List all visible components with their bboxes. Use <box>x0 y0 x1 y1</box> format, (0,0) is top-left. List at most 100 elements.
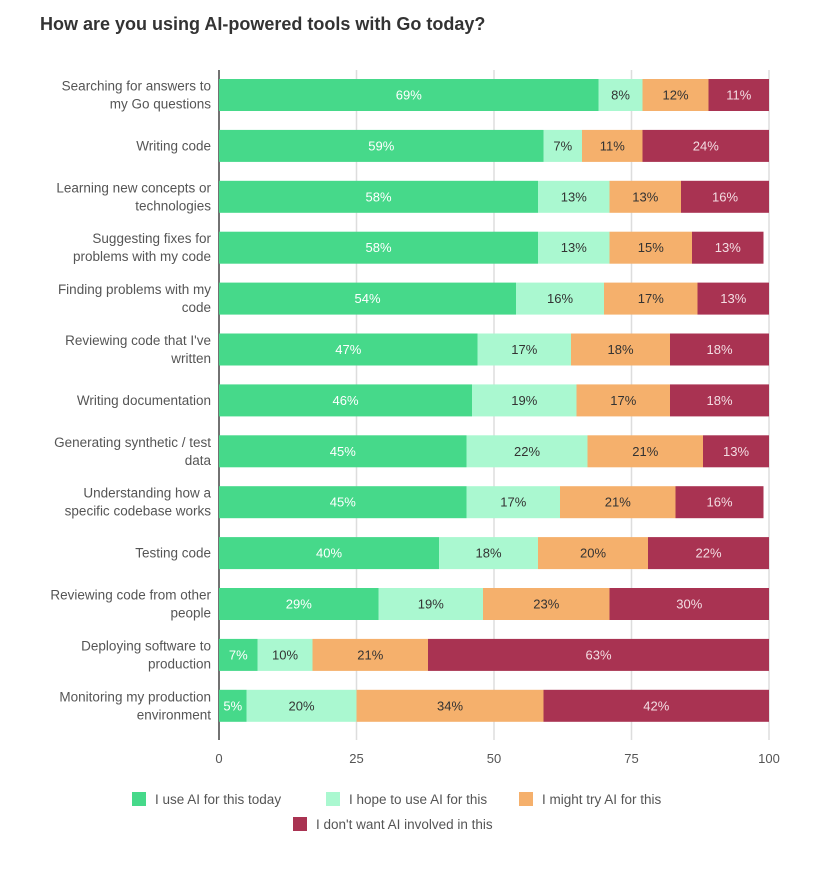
data-label: 7% <box>553 138 572 153</box>
bar-segment <box>543 129 582 162</box>
data-label: 45% <box>330 444 356 459</box>
data-label: 47% <box>335 342 361 357</box>
bar-segment <box>219 537 439 570</box>
bar-segment <box>692 231 764 264</box>
data-label: 13% <box>561 189 587 204</box>
data-label: 40% <box>316 546 342 561</box>
bar-segment <box>246 689 357 722</box>
data-label: 22% <box>514 444 540 459</box>
legend-label: I don't want AI involved in this <box>316 817 493 832</box>
data-label: 13% <box>632 189 658 204</box>
data-label: 59% <box>368 138 394 153</box>
bar-segment <box>439 537 538 570</box>
data-label: 29% <box>286 597 312 612</box>
data-label: 69% <box>396 88 422 103</box>
bar-segment <box>312 638 428 671</box>
data-label: 8% <box>611 88 630 103</box>
bar-segment <box>356 689 544 722</box>
data-label: 21% <box>605 495 631 510</box>
bar-segment <box>483 588 610 620</box>
data-label: 7% <box>229 647 248 662</box>
data-label: 54% <box>354 291 380 306</box>
category-label: Learning new concepts or <box>56 180 211 195</box>
bar-segment <box>609 588 769 620</box>
data-label: 19% <box>418 597 444 612</box>
bar-segment <box>587 435 703 468</box>
legend-swatch <box>326 792 340 806</box>
category-label: written <box>170 351 211 366</box>
bar-segment <box>642 79 709 111</box>
data-label: 11% <box>600 138 625 153</box>
bar-segment <box>582 129 643 162</box>
data-label: 13% <box>715 240 741 255</box>
legend-swatch <box>519 792 533 806</box>
data-label: 16% <box>712 189 738 204</box>
category-label: data <box>185 453 212 468</box>
legend-label: I hope to use AI for this <box>349 792 487 807</box>
bar-segment <box>708 79 769 111</box>
bar-segment <box>219 333 478 366</box>
x-tick-label: 100 <box>758 751 780 766</box>
bar-segment <box>219 231 538 264</box>
data-label: 10% <box>272 647 298 662</box>
bar-segment <box>219 384 472 417</box>
bar-segment <box>543 689 769 722</box>
bar-segment <box>538 180 610 213</box>
category-label: specific codebase works <box>65 504 212 519</box>
bar-segment <box>219 588 379 620</box>
bar-segment <box>670 384 769 417</box>
bar-segment <box>219 486 467 519</box>
bar-segment <box>604 282 698 315</box>
data-label: 11% <box>726 88 751 103</box>
bar-segment <box>576 384 670 417</box>
bar-segment <box>681 180 769 213</box>
category-label: problems with my code <box>73 249 211 264</box>
data-label: 30% <box>676 597 702 612</box>
bar-segment <box>257 638 313 671</box>
legend-label: I use AI for this today <box>155 792 281 807</box>
bar-segment <box>378 588 483 620</box>
bar-segment <box>609 231 692 264</box>
bar-segment <box>466 435 588 468</box>
bar-segment <box>472 384 577 417</box>
data-label: 34% <box>437 698 463 713</box>
data-label: 58% <box>365 240 391 255</box>
bar-segment <box>598 79 643 111</box>
category-label: Reviewing code from other <box>50 588 211 603</box>
category-label: Finding problems with my <box>58 282 211 297</box>
data-label: 5% <box>223 698 242 713</box>
category-label: code <box>182 300 211 315</box>
data-label: 12% <box>662 88 688 103</box>
bar-segment <box>516 282 604 315</box>
bar-segment <box>560 486 676 519</box>
data-label: 23% <box>533 597 559 612</box>
data-label: 16% <box>706 495 732 510</box>
bar-segment <box>609 180 681 213</box>
data-label: 45% <box>330 495 356 510</box>
data-label: 17% <box>511 342 537 357</box>
category-label: environment <box>137 707 212 722</box>
data-label: 20% <box>580 546 606 561</box>
data-label: 20% <box>288 698 314 713</box>
bar-segment <box>219 129 544 162</box>
x-tick-label: 75 <box>624 751 638 766</box>
bar-segment <box>670 333 769 366</box>
bar-segment <box>466 486 560 519</box>
category-label: Reviewing code that I've <box>65 333 211 348</box>
bar-segment <box>219 435 467 468</box>
x-tick-label: 50 <box>487 751 501 766</box>
bar-segment <box>219 180 538 213</box>
bar-segment <box>642 129 769 162</box>
bar-segment <box>648 537 769 570</box>
data-label: 18% <box>475 546 501 561</box>
category-label: Searching for answers to <box>62 79 211 94</box>
data-label: 21% <box>357 647 383 662</box>
category-label: Monitoring my production <box>59 689 211 704</box>
legend-label: I might try AI for this <box>542 792 662 807</box>
category-label: technologies <box>135 198 211 213</box>
data-label: 18% <box>706 393 732 408</box>
data-label: 13% <box>720 291 746 306</box>
bar-segment <box>538 537 648 570</box>
data-label: 17% <box>638 291 664 306</box>
